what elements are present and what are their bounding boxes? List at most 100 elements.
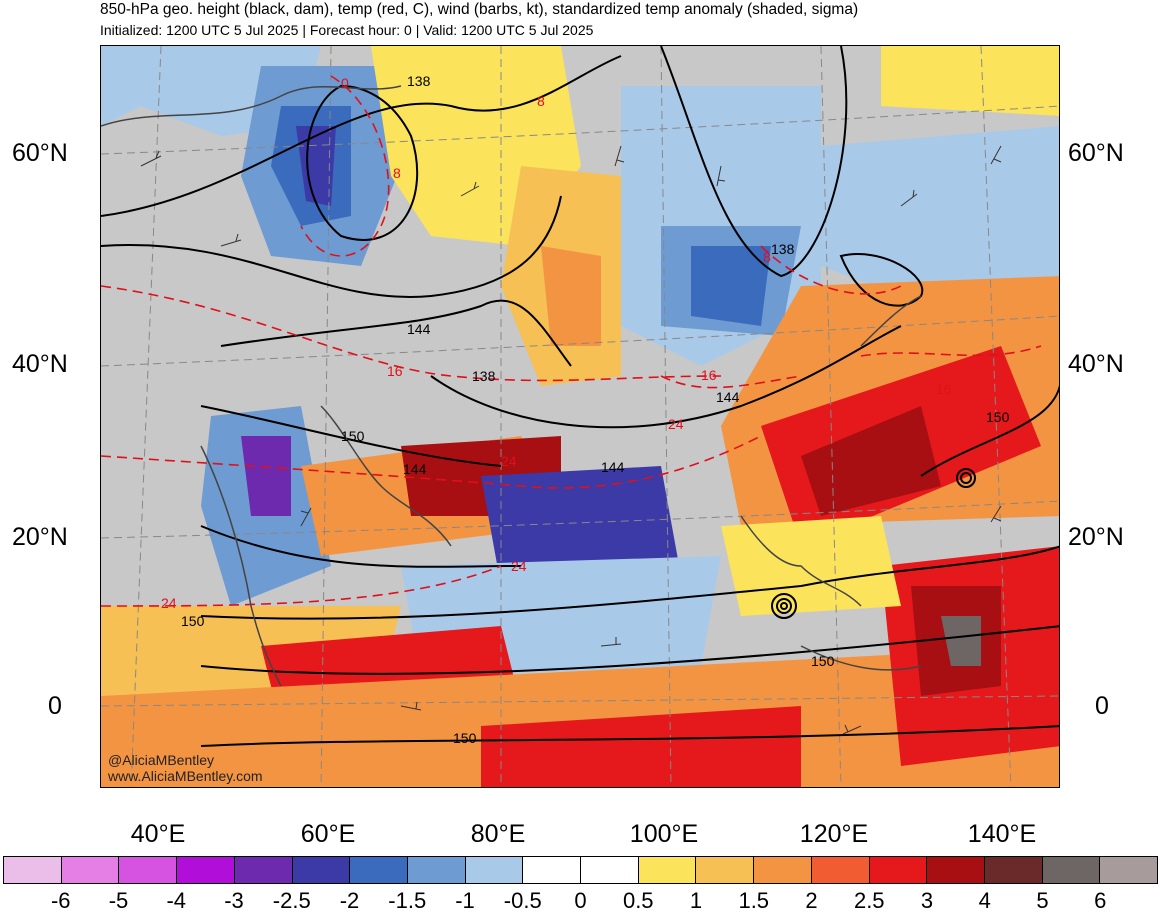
colorbar-segment — [638, 857, 697, 883]
height-label: 138 — [472, 368, 496, 384]
height-contours — [101, 46, 1059, 747]
colorbar-segment — [292, 857, 351, 883]
anom-region — [101, 646, 1059, 787]
height-label: 138 — [771, 241, 795, 257]
temp-label: 16 — [701, 367, 717, 383]
height-label: 138 — [407, 73, 431, 89]
height-label: 150 — [986, 409, 1010, 425]
temp-contours — [101, 75, 1042, 607]
colorbar-tick-label: 2 — [805, 888, 818, 913]
temp-label: 24 — [161, 595, 177, 611]
colorbar-tick-label: -2.5 — [272, 888, 311, 913]
anom-region — [241, 436, 291, 516]
colorbar-tick-label: -6 — [50, 888, 71, 913]
anom-region — [691, 246, 771, 326]
colorbar-segment — [407, 857, 466, 883]
temp-label: 16 — [387, 363, 403, 379]
colorbar-segment — [1100, 857, 1158, 883]
colorbar-tick-label: 3 — [920, 888, 934, 913]
temp-labels: 0 8 8 8 16 16 16 24 24 24 24 — [161, 75, 952, 611]
height-labels: 138 138 138 144 144 144 144 150 150 150 … — [181, 73, 1010, 746]
coastlines — [101, 85, 922, 687]
colorbar — [3, 856, 1158, 884]
chart-title: 850-hPa geo. height (black, dam), temp (… — [100, 1, 859, 18]
colorbar-segment — [523, 857, 582, 883]
lat-label-right: 60°N — [1068, 139, 1124, 167]
colorbar-tick-label: 0.5 — [622, 888, 654, 913]
colorbar-tick-label: -4 — [166, 888, 187, 913]
anom-region — [821, 126, 1059, 296]
lat-label-left: 60°N — [12, 139, 68, 167]
colorbar-segment — [234, 857, 293, 883]
watermark-handle: @AliciaMBentley — [108, 752, 215, 768]
colorbar-segment — [696, 857, 755, 883]
colorbar-segment — [811, 857, 870, 883]
lon-label: 120°E — [799, 820, 869, 848]
colorbar-tick-label: -1 — [455, 888, 475, 913]
colorbar-tick-label: -5 — [108, 888, 129, 913]
colorbar-tick-label: -2 — [339, 888, 360, 913]
colorbar-segment — [869, 857, 928, 883]
lat-label-right: 20°N — [1068, 523, 1124, 551]
colorbar-segment — [984, 857, 1043, 883]
colorbar-segment — [1042, 857, 1101, 883]
height-label: 144 — [601, 459, 625, 475]
height-label: 150 — [341, 428, 365, 444]
lon-label: 60°E — [300, 820, 356, 848]
watermark-url: www.AliciaMBentley.com — [108, 768, 263, 784]
lat-label-left: 20°N — [12, 523, 68, 551]
anom-region — [481, 466, 681, 586]
lon-label: 80°E — [470, 820, 526, 848]
lon-label: 140°E — [967, 820, 1037, 848]
colorbar-segment — [465, 857, 524, 883]
colorbar-tick-label: 6 — [1094, 888, 1107, 913]
lat-label-left: 0 — [48, 692, 62, 720]
lon-label: 100°E — [629, 820, 699, 848]
colorbar-tick-label: -0.5 — [503, 888, 542, 913]
anom-region — [481, 706, 801, 787]
colorbar-tick-label: 0 — [574, 888, 587, 913]
map-panel: 138 138 138 144 144 144 144 150 150 150 … — [100, 45, 1060, 788]
anom-region — [541, 246, 601, 346]
anom-region — [296, 126, 336, 206]
colorbar-segment — [350, 857, 408, 883]
colorbar-tick-label: -1.5 — [388, 888, 427, 913]
anom-region — [801, 406, 941, 516]
height-label: 144 — [403, 461, 427, 477]
temp-label: 24 — [501, 453, 517, 469]
lat-label-left: 40°N — [12, 350, 68, 378]
colorbar-tick-label: 5 — [1036, 888, 1049, 913]
colorbar-segment — [754, 857, 812, 883]
anom-region — [941, 616, 981, 666]
height-label: 150 — [811, 653, 835, 669]
temp-label: 8 — [393, 165, 401, 181]
colorbar-tick-label: 1.5 — [738, 888, 770, 913]
colorbar-segment — [581, 857, 639, 883]
temp-label: 0 — [341, 75, 349, 91]
colorbar-segment — [4, 857, 62, 883]
temp-label: 8 — [763, 249, 771, 265]
colorbar-segment — [177, 857, 235, 883]
lon-label: 40°E — [130, 820, 186, 848]
temp-label: 24 — [668, 416, 684, 432]
colorbar-tick-label: 4 — [978, 888, 991, 913]
height-label: 144 — [407, 321, 431, 337]
anom-region — [881, 46, 1059, 116]
colorbar-tick-label: 2.5 — [853, 888, 885, 913]
lat-label-right: 0 — [1095, 692, 1109, 720]
height-label: 150 — [453, 730, 477, 746]
chart-subtitle: Initialized: 1200 UTC 5 Jul 2025 | Forec… — [100, 22, 594, 38]
anom-region — [721, 516, 901, 616]
colorbar-tick-label: -3 — [224, 888, 244, 913]
temp-label: 8 — [537, 93, 545, 109]
anomaly-shading — [101, 46, 1059, 787]
wind-barbs — [140, 145, 1002, 735]
temp-label: 16 — [936, 381, 952, 397]
colorbar-segment — [927, 857, 985, 883]
lat-label-right: 40°N — [1068, 350, 1124, 378]
height-label: 150 — [181, 613, 205, 629]
colorbar-tick-label: 1 — [689, 888, 703, 913]
colorbar-segment — [61, 857, 120, 883]
graticule — [101, 46, 1059, 787]
map-canvas: 138 138 138 144 144 144 144 150 150 150 … — [101, 46, 1059, 787]
